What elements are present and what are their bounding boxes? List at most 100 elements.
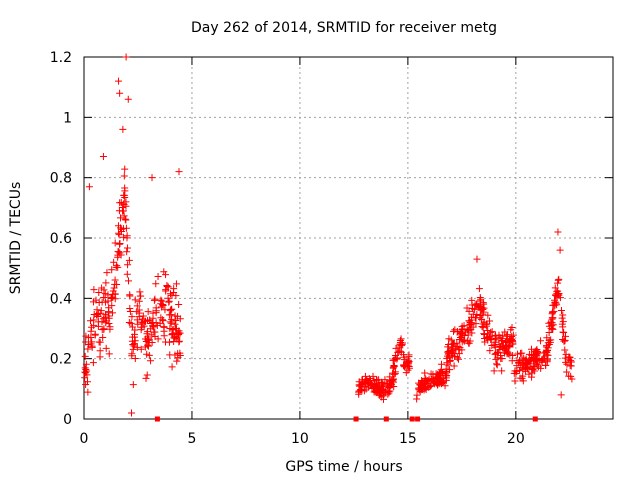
data-point [554,290,562,298]
data-point [396,342,404,350]
data-point [530,348,538,356]
data-point [152,280,160,288]
data-point [89,298,97,306]
data-point [455,355,463,363]
data-point [460,322,468,330]
data-point [449,327,457,335]
data-point [165,297,173,305]
data-point [554,276,562,284]
data-point [451,352,459,360]
data-point [559,311,567,319]
data-point [559,323,567,331]
data-point [442,370,450,378]
data-point [523,358,531,366]
y-tick-label: 0.6 [50,231,72,247]
data-point [547,319,555,327]
data-point [445,335,453,343]
data-point [114,253,122,261]
data-point [538,357,546,365]
data-point [450,340,458,348]
data-point [502,338,510,346]
data-point [98,284,106,292]
data-point [119,207,127,215]
data-point [373,383,381,391]
data-point [439,369,447,377]
data-point [128,350,136,358]
data-point [363,376,371,384]
data-point [473,310,481,318]
data-point [120,200,128,208]
data-point [143,371,151,379]
data-point [565,353,573,361]
data-point [120,191,128,199]
data-point [123,232,131,240]
outlier-point [473,255,481,263]
data-point [120,212,128,220]
data-point [169,326,177,334]
data-point [413,395,421,403]
outlier-point [148,174,156,182]
data-point [135,313,143,321]
outlier-point [116,89,124,97]
data-point [471,301,479,309]
data-point [389,363,397,371]
data-point [362,382,370,390]
data-point [108,302,116,310]
data-point [464,331,472,339]
data-point [563,360,571,368]
data-point [490,367,498,375]
data-point [134,320,142,328]
data-point [102,319,110,327]
data-point [481,338,489,346]
data-point [475,285,483,293]
data-point [445,349,453,357]
data-point [162,338,170,346]
data-point [491,332,499,340]
data-point [129,323,137,331]
data-point [467,313,475,321]
data-point [492,355,500,363]
data-point [115,231,123,239]
data-point [107,295,115,303]
data-point [458,338,466,346]
data-point [166,307,174,315]
data-point [493,361,501,369]
data-point [441,382,449,390]
data-point [108,266,116,274]
data-point [144,308,152,316]
data-point [96,338,104,346]
data-point [136,292,144,300]
data-point [124,261,132,269]
data-point [171,320,179,328]
data-point [159,301,167,309]
data-point [513,350,521,358]
data-point [561,354,569,362]
data-point [171,312,179,320]
zero-marker [353,416,359,422]
data-point [476,314,484,322]
data-point [116,249,124,257]
data-point [123,270,131,278]
data-point [556,294,564,302]
data-point [115,229,123,237]
data-point [403,361,411,369]
data-point [405,353,413,361]
data-point [468,304,476,312]
data-point [519,372,527,380]
outlier-point [554,228,562,236]
data-point [88,343,96,351]
data-point [549,325,557,333]
data-point [432,376,440,384]
data-point [147,357,155,365]
data-point [166,325,174,333]
data-point [498,335,506,343]
x-tick-label: 15 [399,431,417,447]
data-point [517,349,525,357]
data-point [102,310,110,318]
data-point [528,366,536,374]
x-tick-label: 5 [187,431,196,447]
data-point [168,330,176,338]
data-point [527,356,535,364]
data-point [547,336,555,344]
data-point [480,318,488,326]
